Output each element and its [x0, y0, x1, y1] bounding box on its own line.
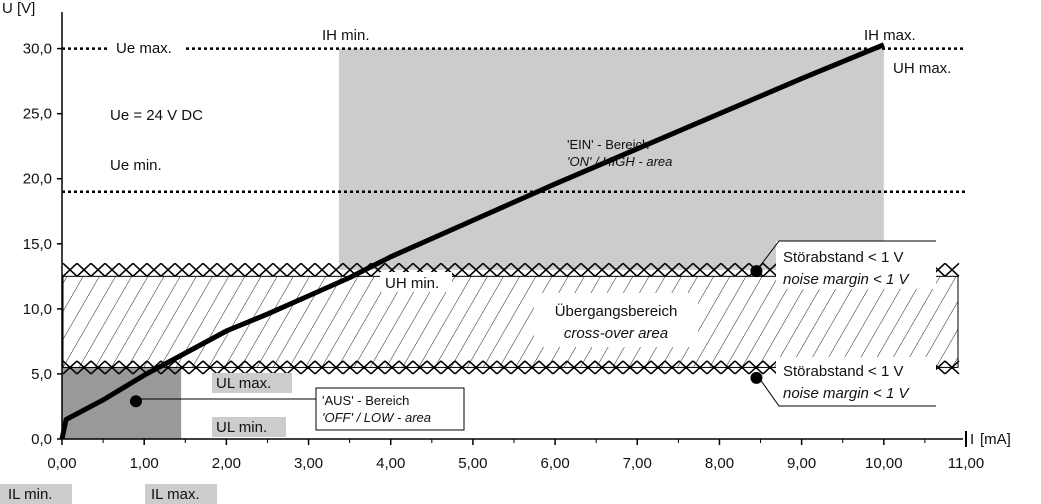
x-tick-label: 11,00: [948, 455, 984, 472]
x-tick-label: 1,00: [130, 455, 159, 472]
y-tick-label: 10,0: [23, 301, 52, 318]
x-tick-label: 7,00: [623, 455, 652, 472]
y-tick-label: 5,0: [31, 366, 52, 383]
y-axis-label: U [V]: [2, 0, 35, 17]
y-tick-label: 20,0: [23, 171, 52, 188]
il-min-box: [0, 484, 72, 504]
x-tick-label: 0,00: [47, 455, 76, 472]
ue-min-label: Ue min.: [110, 157, 162, 174]
x-tick-label: 3,00: [294, 455, 323, 472]
il-min-label: IL min.: [8, 486, 52, 503]
noise-lower-label-de: Störabstand < 1 V: [783, 363, 904, 380]
uh-min-box: [380, 272, 452, 292]
noise-upper-label-en: noise margin < 1 V: [783, 271, 910, 288]
off-region: [62, 367, 182, 439]
ul-min-label: UL min.: [216, 419, 267, 436]
x-axis-label: [mA]: [980, 431, 1011, 448]
on-region-label-de: 'EIN' - Bereich: [567, 137, 649, 152]
crossover-label-de: Übergangsbereich: [555, 302, 678, 320]
y-tick-label: 30,0: [23, 41, 52, 58]
off-region-label-de: 'AUS' - Bereich: [322, 393, 409, 408]
x-tick-label: 6,00: [540, 455, 569, 472]
on-region-label-en: 'ON' / HIGH - area: [567, 154, 672, 169]
uh-min-label: UH min.: [385, 275, 439, 292]
crossover-label-box: [534, 293, 698, 347]
crossover-label-en: cross-over area: [564, 325, 668, 342]
x-tick-label: 5,00: [458, 455, 487, 472]
y-tick-label: 0,0: [31, 431, 52, 448]
noise-lower-leader: [756, 374, 936, 407]
noise-upper-box: [776, 241, 936, 289]
marker-noise-lower: [750, 371, 763, 384]
x-tick-label: 9,00: [787, 455, 816, 472]
ul-min-box: [212, 417, 286, 437]
ih-min-label: IH min.: [322, 27, 370, 44]
il-max-box: [145, 484, 217, 504]
marker-aus: [129, 395, 142, 408]
ue-max-label: Ue max.: [116, 40, 172, 57]
noise-lower-box: [776, 357, 936, 405]
ul-max-label: UL max.: [216, 375, 271, 392]
y-tick-label: 25,0: [23, 106, 52, 123]
noise-lower-label-en: noise margin < 1 V: [783, 385, 910, 402]
series-line: [59, 42, 885, 440]
y-tick-label: 15,0: [23, 236, 52, 253]
ue-label: Ue = 24 V DC: [110, 107, 203, 124]
x-tick-label: 2,00: [212, 455, 241, 472]
marker-noise-upper: [750, 265, 763, 278]
x-tick-label: 8,00: [705, 455, 734, 472]
x-tick-label: 4,00: [376, 455, 405, 472]
off-region-label-box: [315, 387, 465, 431]
ih-max-label: IH max.: [864, 27, 916, 44]
x-tick-label: 10,00: [865, 455, 903, 472]
x-axis-symbol: I: [970, 431, 974, 448]
il-max-label: IL max.: [151, 486, 200, 503]
noise-upper-label-de: Störabstand < 1 V: [783, 249, 904, 266]
uh-max-label: UH max.: [893, 60, 951, 77]
crossover-region: [62, 275, 959, 368]
off-region-label-en: 'OFF' / LOW - area: [322, 410, 431, 425]
noise-upper-leader: [756, 240, 936, 271]
ul-max-box: [212, 373, 292, 393]
